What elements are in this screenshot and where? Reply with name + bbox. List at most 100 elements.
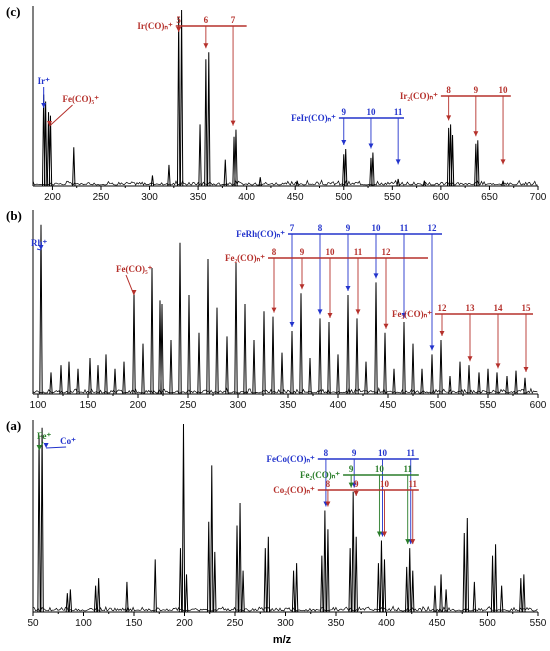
progression-number: 9 xyxy=(342,107,347,117)
spectrum-peak xyxy=(374,282,378,395)
progression-arrow-head xyxy=(348,482,354,488)
spectrum-peak xyxy=(49,372,53,395)
progression-label: Fe₃(CO)ₙ⁺ xyxy=(392,309,432,319)
spectrum-peak xyxy=(430,354,434,395)
progression-number: 8 xyxy=(272,247,277,257)
panel-1: 100 150 200 250 300 350 400 450 500 550 600 (b) Rh⁺ F… xyxy=(6,208,547,411)
spectrum-peak xyxy=(379,540,384,613)
progression-label: Ir₂(CO)ₙ⁺ xyxy=(400,91,438,101)
spectrum-peak xyxy=(439,574,443,613)
spectrum-peak xyxy=(40,427,44,613)
spectrum-peak xyxy=(122,361,126,395)
progression-number: 13 xyxy=(466,303,476,313)
progression-arrow-head xyxy=(439,331,445,336)
spectrum-peak xyxy=(39,224,43,395)
x-tick-label: 250 xyxy=(180,400,197,411)
spectrum-peak xyxy=(235,525,239,613)
spectrum-peak xyxy=(348,548,352,613)
x-tick-label: 550 xyxy=(384,192,401,203)
spectrum-peak xyxy=(308,357,312,395)
progression-arrow-head xyxy=(405,539,411,545)
x-tick-label: 650 xyxy=(481,192,498,203)
spectrum-peak xyxy=(505,375,509,395)
progression-arrow-head xyxy=(355,309,361,315)
panel-label: (b) xyxy=(6,208,22,223)
spectrum-peak xyxy=(271,316,275,395)
progression-arrow-head xyxy=(446,115,452,121)
spectrum-peak xyxy=(252,339,256,395)
progression-number: 10 xyxy=(366,107,376,117)
x-tick-label: 550 xyxy=(480,400,497,411)
spectrum-peak xyxy=(181,423,186,613)
spectrum-peak xyxy=(351,491,355,613)
spectrum-peak xyxy=(76,368,80,395)
progression-arrow-head xyxy=(353,491,359,496)
progression-arrow-head xyxy=(376,531,382,537)
x-tick-label: 700 xyxy=(530,192,547,203)
spectrum-peak xyxy=(364,361,368,395)
spectrum-peak xyxy=(125,581,129,613)
spectrum-peak xyxy=(96,365,100,395)
spectrum-peak xyxy=(179,9,184,187)
spectrum-peak xyxy=(467,365,471,395)
spectrum-peak xyxy=(141,343,145,395)
progression-number: 10 xyxy=(380,479,390,489)
progression-arrow-head xyxy=(373,273,379,279)
progression-arrow-head xyxy=(467,356,473,362)
spectrum-peak xyxy=(402,321,406,395)
ion-label: Ir⁺ xyxy=(38,76,50,86)
spectrum-peak xyxy=(376,563,381,613)
spectrum-peak xyxy=(465,517,469,613)
progression-label: FeIr(CO)ₙ⁺ xyxy=(291,113,336,123)
spectrum-peak xyxy=(499,585,504,613)
spectrum-peak xyxy=(355,318,359,395)
spectrum-peak xyxy=(153,559,157,613)
progression-number: 11 xyxy=(394,107,403,117)
spectrum-peak xyxy=(197,332,201,395)
spectrum-peak xyxy=(167,164,171,187)
progression-arrow-head xyxy=(381,531,387,537)
spectrum-peak xyxy=(326,529,330,613)
progression-arrow-head xyxy=(523,367,529,372)
spectrum-peak xyxy=(450,134,455,187)
progression-arrow-head xyxy=(345,286,351,291)
spectrum-peak xyxy=(266,536,271,613)
progression-number: 8 xyxy=(326,479,331,489)
spectrum-peak xyxy=(43,101,48,187)
x-tick-label: 450 xyxy=(429,618,446,629)
spectrum-peak xyxy=(336,354,340,395)
progression-number: 8 xyxy=(318,223,323,233)
spectrum-peak xyxy=(215,307,219,395)
x-tick-label: 500 xyxy=(479,618,496,629)
progression-number: 11 xyxy=(400,223,409,233)
progression-label: Fe₂(CO)ₙ⁺ xyxy=(225,253,265,263)
ion-arrow-head xyxy=(38,245,44,250)
x-tick-label: 550 xyxy=(530,618,547,629)
progression-number: 9 xyxy=(349,464,354,474)
x-tick-label: 200 xyxy=(176,618,193,629)
x-tick-label: 450 xyxy=(380,400,397,411)
spectrum-peak xyxy=(346,294,350,395)
spectrum-peak xyxy=(396,178,400,187)
progression-number: 10 xyxy=(372,223,382,233)
spectrum-peak xyxy=(262,311,266,395)
ion-arrow xyxy=(46,446,67,449)
progression-number: 15 xyxy=(522,303,532,313)
spectrum-peak xyxy=(65,593,70,613)
spectrum-peak xyxy=(204,59,208,187)
spectrum-peak xyxy=(420,368,424,395)
spectrum-peak xyxy=(187,294,191,395)
progression-number: 9 xyxy=(300,247,305,257)
progression-arrow-head xyxy=(230,120,236,126)
x-tick-label: 500 xyxy=(430,400,447,411)
progression-number: 9 xyxy=(352,448,357,458)
progression-number: 10 xyxy=(378,448,388,458)
spectrum-peak xyxy=(439,339,443,395)
progression-number: 6 xyxy=(204,15,209,25)
progression-number: 8 xyxy=(446,85,451,95)
x-tick-label: 400 xyxy=(238,192,255,203)
progression-label: Ir(CO)ₙ⁺ xyxy=(137,21,173,31)
spectrum-peak xyxy=(104,354,108,395)
panel-label: (c) xyxy=(6,4,20,19)
progression-number: 10 xyxy=(375,464,385,474)
